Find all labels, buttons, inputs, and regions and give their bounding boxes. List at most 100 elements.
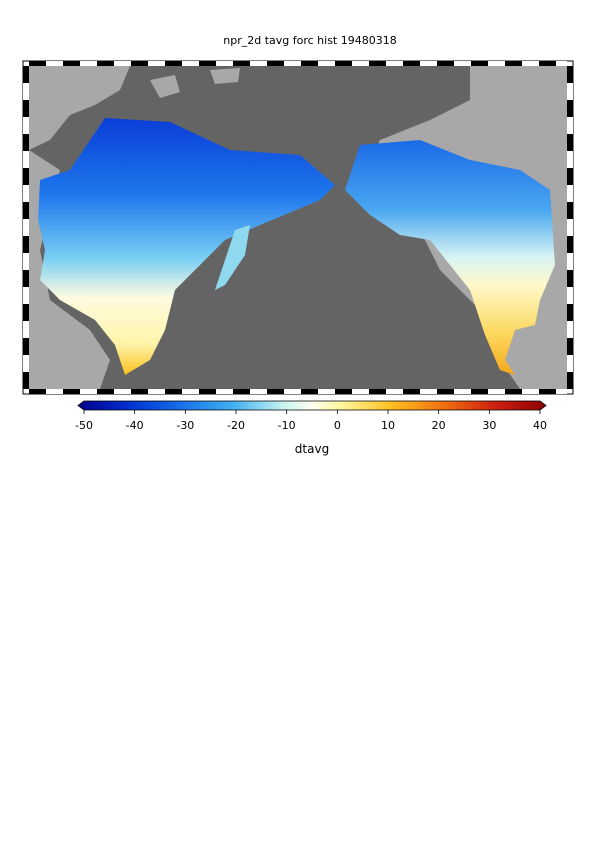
frame-tick — [454, 61, 471, 66]
frame-tick — [556, 61, 567, 66]
map-title: npr_2d tavg forc hist 19480318 — [223, 34, 396, 47]
frame-tick — [420, 61, 437, 66]
frame-tick — [567, 185, 573, 202]
frame-tick — [567, 338, 573, 355]
colorbar-label: dtavg — [295, 442, 329, 456]
frame-tick — [23, 253, 29, 270]
temperature-field — [38, 118, 555, 375]
frame-tick — [267, 61, 284, 66]
frame-tick — [522, 61, 539, 66]
frame-tick — [233, 61, 250, 66]
frame-tick — [80, 389, 97, 394]
frame-tick — [386, 389, 403, 394]
frame-tick — [369, 61, 386, 66]
colorbar-tick-label: -50 — [75, 419, 93, 432]
frame-tick — [182, 389, 199, 394]
frame-tick — [567, 321, 573, 338]
frame-tick — [23, 185, 29, 202]
frame-tick — [567, 219, 573, 236]
frame-tick — [80, 61, 97, 66]
frame-tick — [471, 61, 488, 66]
frame-tick — [403, 61, 420, 66]
colorbar-tick-label: -10 — [278, 419, 296, 432]
frame-tick — [23, 219, 29, 236]
frame-tick — [505, 389, 522, 394]
frame-tick — [567, 355, 573, 372]
frame-tick — [23, 100, 29, 117]
frame-tick — [567, 304, 573, 321]
frame-tick — [182, 61, 199, 66]
frame-tick — [284, 61, 301, 66]
frame-tick — [23, 168, 29, 185]
colorbar-tick-label: 30 — [482, 419, 496, 432]
frame-tick — [216, 389, 233, 394]
frame-tick — [454, 389, 471, 394]
frame-tick — [505, 61, 522, 66]
frame-tick — [567, 83, 573, 100]
frame-tick — [23, 83, 29, 100]
frame-tick — [301, 61, 318, 66]
frame-tick — [148, 61, 165, 66]
frame-tick — [97, 61, 114, 66]
frame-tick — [567, 202, 573, 219]
field-kamchatka — [215, 225, 250, 290]
colorbar-tick-label: 20 — [432, 419, 446, 432]
frame-tick — [23, 151, 29, 168]
frame-tick — [23, 270, 29, 287]
frame-tick — [403, 389, 420, 394]
frame-tick — [23, 117, 29, 134]
frame-tick — [567, 168, 573, 185]
frame-tick — [216, 61, 233, 66]
frame-tick — [148, 389, 165, 394]
frame-tick — [352, 61, 369, 66]
frame-tick — [23, 338, 29, 355]
frame-tick — [567, 100, 573, 117]
frame-tick — [63, 389, 80, 394]
frame-tick — [46, 61, 63, 66]
frame-tick — [318, 61, 335, 66]
frame-tick — [352, 389, 369, 394]
frame-tick — [131, 61, 148, 66]
land-islands — [150, 68, 520, 98]
frame-tick — [488, 61, 505, 66]
frame-tick — [437, 61, 454, 66]
frame-tick — [369, 389, 386, 394]
frame-tick — [250, 61, 267, 66]
frame-tick — [63, 61, 80, 66]
colorbar-tick-label: 0 — [334, 419, 341, 432]
frame-tick — [567, 151, 573, 168]
frame-tick — [567, 117, 573, 134]
colorbar-tick-label: -20 — [227, 419, 245, 432]
frame-tick — [539, 389, 556, 394]
land-asia-north — [29, 66, 130, 150]
frame-tick — [471, 389, 488, 394]
frame-tick — [114, 61, 131, 66]
frame-tick — [567, 253, 573, 270]
frame-tick — [165, 61, 182, 66]
frame-tick — [267, 389, 284, 394]
frame-tick — [488, 389, 505, 394]
frame-tick — [522, 389, 539, 394]
frame-tick — [567, 236, 573, 253]
frame-tick — [23, 66, 29, 83]
colorbar-tick-label: -30 — [176, 419, 194, 432]
frame-tick — [233, 389, 250, 394]
frame-tick — [301, 389, 318, 394]
frame-tick — [23, 287, 29, 304]
frame-tick — [386, 61, 403, 66]
frame-tick — [420, 389, 437, 394]
colorbar-tick-label: 40 — [533, 419, 547, 432]
frame-tick — [114, 389, 131, 394]
frame-tick — [335, 389, 352, 394]
field-america — [345, 140, 555, 375]
field-asia — [38, 118, 335, 375]
colorbar-body — [77, 400, 547, 411]
frame-tick — [131, 389, 148, 394]
frame-tick — [23, 355, 29, 372]
frame-tick — [250, 389, 267, 394]
frame-tick — [23, 321, 29, 338]
frame-tick — [318, 389, 335, 394]
frame-tick — [539, 61, 556, 66]
